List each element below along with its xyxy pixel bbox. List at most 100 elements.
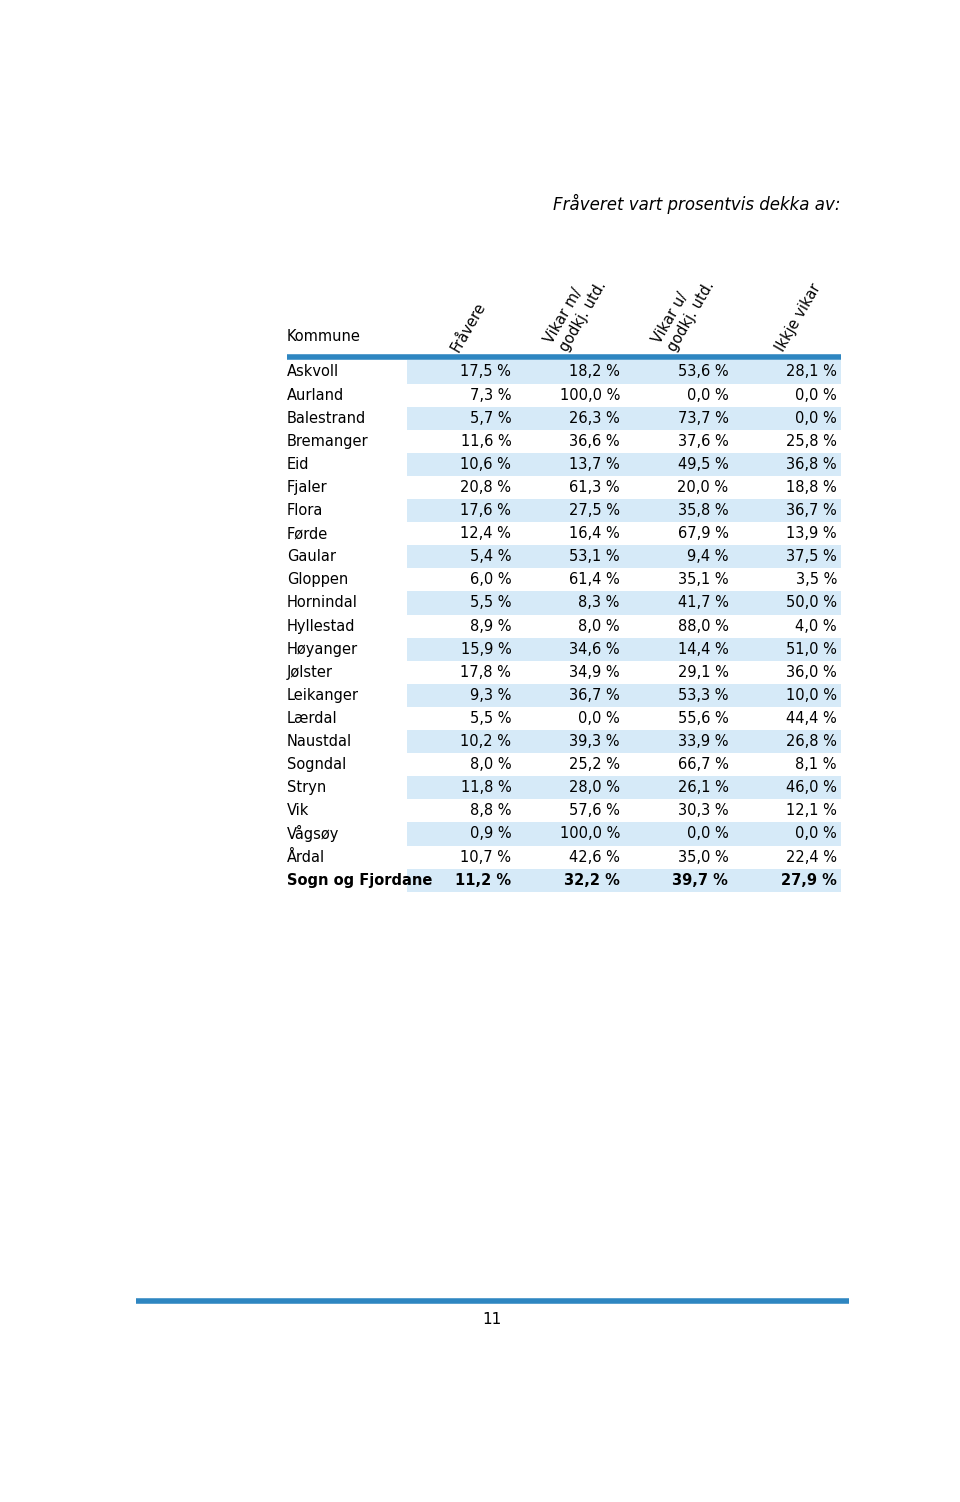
Text: 8,0 %: 8,0 % [469,757,512,772]
Text: 8,1 %: 8,1 % [796,757,837,772]
Text: 55,6 %: 55,6 % [678,710,729,725]
Text: Gloppen: Gloppen [287,572,348,587]
Text: 10,0 %: 10,0 % [786,688,837,703]
Text: 9,3 %: 9,3 % [470,688,512,703]
Text: 100,0 %: 100,0 % [560,826,620,841]
Text: 0,0 %: 0,0 % [795,826,837,841]
Bar [407,545,841,568]
Text: 35,8 %: 35,8 % [678,503,729,518]
Text: Lærdal: Lærdal [287,710,337,725]
Bar [407,730,841,753]
Text: 26,1 %: 26,1 % [678,780,729,795]
Text: 39,3 %: 39,3 % [569,734,620,749]
Text: 16,4 %: 16,4 % [569,526,620,541]
Text: 100,0 %: 100,0 % [560,388,620,403]
Bar [407,707,841,730]
Text: Askvoll: Askvoll [287,365,339,380]
Text: 29,1 %: 29,1 % [678,665,729,680]
Text: 28,0 %: 28,0 % [569,780,620,795]
Bar [407,868,841,892]
Bar [407,568,841,592]
Text: 53,1 %: 53,1 % [569,550,620,565]
Text: 11,2 %: 11,2 % [455,873,512,888]
Text: 13,7 %: 13,7 % [569,457,620,472]
Text: Høyanger: Høyanger [287,641,358,656]
Text: 61,4 %: 61,4 % [569,572,620,587]
Text: Jølster: Jølster [287,665,332,680]
Text: 51,0 %: 51,0 % [786,641,837,656]
Text: 13,9 %: 13,9 % [786,526,837,541]
Text: 11,8 %: 11,8 % [461,780,512,795]
Bar [407,753,841,777]
Text: 34,6 %: 34,6 % [569,641,620,656]
Bar [407,476,841,499]
Text: 37,5 %: 37,5 % [786,550,837,565]
Bar [407,360,841,383]
Text: 18,2 %: 18,2 % [569,365,620,380]
Text: Fjaler: Fjaler [287,481,327,496]
Text: Vågsøy: Vågsøy [287,826,339,843]
Text: 36,7 %: 36,7 % [569,688,620,703]
Text: 46,0 %: 46,0 % [786,780,837,795]
Bar [407,592,841,614]
Text: Førde: Førde [287,526,328,541]
Text: 28,1 %: 28,1 % [786,365,837,380]
Text: Aurland: Aurland [287,388,344,403]
Text: 35,1 %: 35,1 % [678,572,729,587]
Text: 66,7 %: 66,7 % [678,757,729,772]
Text: 22,4 %: 22,4 % [786,850,837,865]
Text: 5,5 %: 5,5 % [469,595,512,610]
Bar [407,846,841,868]
Text: 32,2 %: 32,2 % [564,873,620,888]
Text: 36,7 %: 36,7 % [786,503,837,518]
Text: 5,5 %: 5,5 % [469,710,512,725]
Text: Sogndal: Sogndal [287,757,346,772]
Text: 34,9 %: 34,9 % [569,665,620,680]
Text: Balestrand: Balestrand [287,410,366,425]
Text: 5,7 %: 5,7 % [469,410,512,425]
Text: Ikkje vikar: Ikkje vikar [774,281,825,354]
Text: 0,0 %: 0,0 % [795,388,837,403]
Text: 8,9 %: 8,9 % [469,619,512,634]
Text: Bremanger: Bremanger [287,434,369,449]
Text: 88,0 %: 88,0 % [678,619,729,634]
Bar [407,683,841,707]
Text: Fråvere: Fråvere [448,299,489,354]
Text: 41,7 %: 41,7 % [678,595,729,610]
Text: Vik: Vik [287,804,309,819]
Bar [407,799,841,823]
Text: 27,9 %: 27,9 % [781,873,837,888]
Bar [407,430,841,452]
Text: 8,0 %: 8,0 % [578,619,620,634]
Bar [407,777,841,799]
Text: 33,9 %: 33,9 % [678,734,729,749]
Text: 12,1 %: 12,1 % [786,804,837,819]
Text: 0,0 %: 0,0 % [686,388,729,403]
Text: 25,2 %: 25,2 % [569,757,620,772]
Text: 39,7 %: 39,7 % [673,873,729,888]
Text: Stryn: Stryn [287,780,325,795]
Text: 9,4 %: 9,4 % [686,550,729,565]
Text: 17,6 %: 17,6 % [461,503,512,518]
Text: 26,3 %: 26,3 % [569,410,620,425]
Text: 0,0 %: 0,0 % [578,710,620,725]
Text: 20,8 %: 20,8 % [461,481,512,496]
Text: 30,3 %: 30,3 % [678,804,729,819]
Bar [407,661,841,683]
Text: 20,0 %: 20,0 % [677,481,729,496]
Text: 17,8 %: 17,8 % [461,665,512,680]
Text: 4,0 %: 4,0 % [795,619,837,634]
Text: 25,8 %: 25,8 % [786,434,837,449]
Text: 67,9 %: 67,9 % [678,526,729,541]
Text: Flora: Flora [287,503,323,518]
Text: 17,5 %: 17,5 % [461,365,512,380]
Text: 3,5 %: 3,5 % [796,572,837,587]
Text: 50,0 %: 50,0 % [786,595,837,610]
Text: 5,4 %: 5,4 % [469,550,512,565]
Text: Hyllestad: Hyllestad [287,619,355,634]
Text: Sogn og Fjordane: Sogn og Fjordane [287,873,432,888]
Text: 42,6 %: 42,6 % [569,850,620,865]
Text: 26,8 %: 26,8 % [786,734,837,749]
Bar [407,452,841,476]
Text: 15,9 %: 15,9 % [461,641,512,656]
